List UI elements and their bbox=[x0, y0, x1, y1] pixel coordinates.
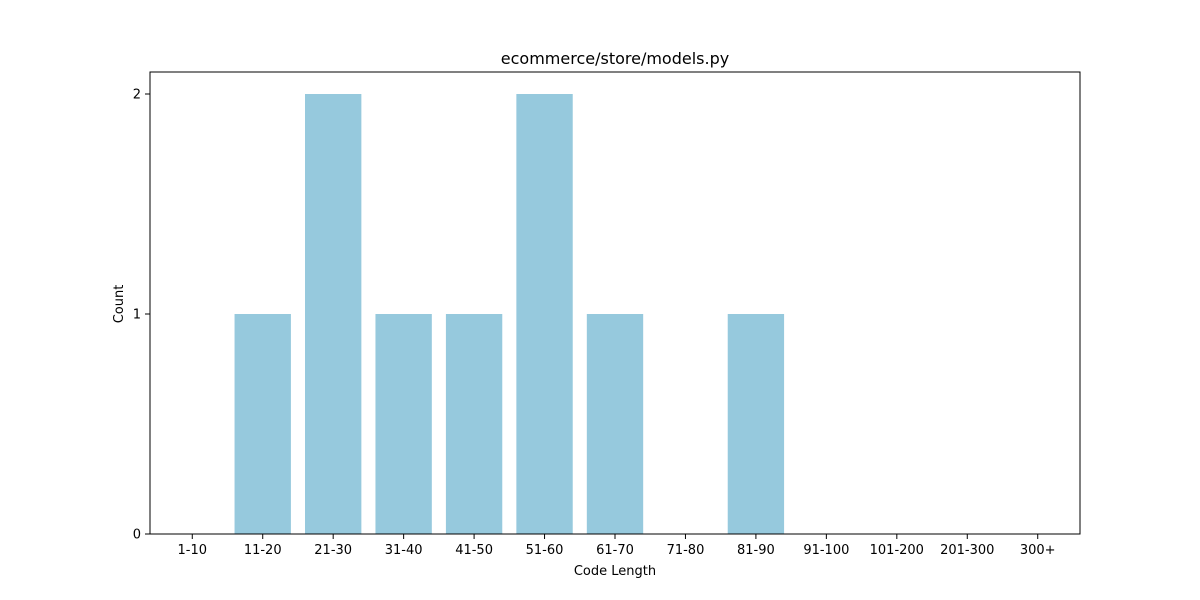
y-tick-label: 2 bbox=[133, 88, 141, 103]
x-tick-label: 91-100 bbox=[803, 543, 849, 558]
y-axis-ticks: 0 1 2 bbox=[133, 88, 150, 543]
y-tick-label: 1 bbox=[133, 308, 141, 323]
x-tick-label: 81-90 bbox=[737, 543, 775, 558]
x-tick-label: 11-20 bbox=[244, 543, 282, 558]
x-tick-label: 101-200 bbox=[870, 543, 924, 558]
x-tick-label: 300+ bbox=[1020, 543, 1056, 558]
bar-61-70 bbox=[586, 314, 644, 534]
bar-51-60 bbox=[516, 94, 573, 534]
x-tick-label: 201-300 bbox=[940, 543, 994, 558]
x-tick-label: 21-30 bbox=[314, 543, 352, 558]
x-axis-label: Code Length bbox=[574, 564, 656, 579]
bar-21-30 bbox=[305, 94, 362, 534]
x-tick-label: 41-50 bbox=[455, 543, 493, 558]
y-tick-label: 0 bbox=[133, 528, 141, 543]
bar-31-40 bbox=[375, 314, 432, 534]
x-tick-label: 31-40 bbox=[385, 543, 423, 558]
x-tick-label: 1-10 bbox=[178, 543, 208, 558]
y-axis-label: Count bbox=[112, 285, 127, 324]
x-tick-label: 51-60 bbox=[526, 543, 564, 558]
x-axis-ticks: 1-10 11-20 21-30 31-40 41-50 51-60 61-70 71-80 8… bbox=[178, 534, 1056, 558]
chart-title: ecommerce/store/models.py bbox=[501, 49, 729, 68]
bar-41-50 bbox=[445, 314, 503, 534]
bars-layer bbox=[234, 94, 785, 534]
bar-81-90 bbox=[727, 314, 785, 534]
bar-11-20 bbox=[234, 314, 291, 534]
x-tick-label: 61-70 bbox=[596, 543, 634, 558]
x-tick-label: 71-80 bbox=[667, 543, 705, 558]
